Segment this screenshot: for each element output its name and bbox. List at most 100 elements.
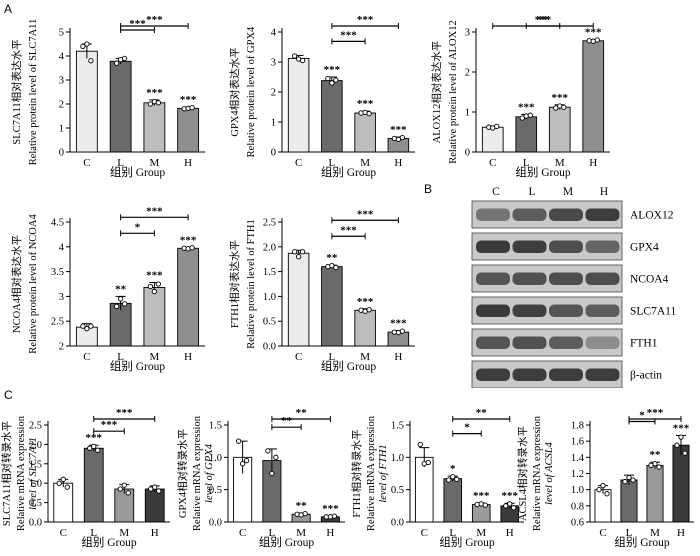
blot-band (512, 208, 547, 221)
data-point (299, 57, 306, 64)
bar-C (287, 57, 310, 153)
x-tick-label: M (149, 351, 159, 363)
significance-label: *** (552, 92, 569, 104)
data-point (391, 329, 398, 335)
significance-label: *** (146, 270, 163, 282)
significance-label: *** (146, 87, 163, 99)
bracket-label: *** (146, 14, 163, 26)
y-tick-label: 4.5 (51, 218, 64, 229)
data-point (185, 105, 191, 111)
significance-label: *** (390, 124, 407, 136)
data-point (295, 56, 302, 62)
bar-H (320, 516, 340, 523)
blot-band (476, 368, 510, 381)
blot-row-4: FTH1 (471, 328, 658, 357)
data-point (91, 443, 97, 449)
y-tick-label: 1 (465, 108, 470, 119)
y-tick-label: 3 (271, 58, 276, 69)
data-point (474, 501, 480, 508)
blot-band (549, 208, 583, 221)
x-tick-label: C (83, 351, 90, 363)
x-tick-label: M (360, 351, 370, 363)
data-point (596, 487, 602, 493)
x-tick-label: L (329, 351, 336, 363)
bar-H (177, 107, 200, 153)
data-point (594, 37, 600, 43)
y-tick-label: 0.0 (209, 518, 222, 529)
data-point (630, 477, 636, 483)
y-tick-label: 0.0 (391, 518, 404, 529)
x-axis-label: 组别 Group (259, 535, 315, 549)
data-point (189, 245, 195, 251)
data-point (329, 80, 335, 86)
data-point (325, 263, 331, 270)
x-axis-label: 组别 Group (614, 535, 670, 549)
significance-label: *** (86, 432, 103, 444)
bracket-label: ** (476, 407, 488, 419)
data-point (113, 303, 120, 309)
x-tick-label: C (295, 157, 302, 169)
significance-label: *** (673, 423, 690, 435)
y-axis-label-cn: NCOA4相对表达水平 (10, 235, 23, 333)
data-point (302, 510, 308, 517)
blot-row-2: NCOA4 (471, 264, 669, 293)
y-tick-label: 3.5 (51, 267, 64, 278)
data-point (454, 476, 460, 482)
data-point (503, 503, 509, 509)
blot-band (585, 272, 620, 285)
bracket-label: *** (101, 419, 118, 431)
y-axis-label-cn: ACSL4相对转录水平 (516, 426, 529, 521)
blot-svg: C L M H ALOX12 GPX4 NCOA4 SLC7A11 FTH1 β-actin (471, 186, 676, 389)
x-tick-label: L (117, 351, 124, 363)
data-point (600, 482, 606, 489)
y-axis-label-cn: SLC7A11相对表达水平 (10, 39, 23, 144)
y-tick-label: 4 (271, 28, 277, 39)
y-axis-label-en: Relative protein level of FTH1 (246, 219, 257, 348)
x-tick-label: H (506, 527, 514, 539)
data-point (88, 323, 94, 329)
data-point (323, 514, 330, 520)
blot-band (476, 208, 510, 221)
x-tick-label: L (90, 527, 97, 539)
bar-H (500, 505, 520, 523)
x-axis-label: 组别 Group (110, 165, 166, 179)
panel-label-a: A (4, 2, 13, 16)
x-tick-label: H (184, 351, 192, 363)
x-tick-label: L (449, 527, 456, 539)
bar-L (262, 460, 282, 523)
data-point (399, 328, 406, 334)
significance-label: *** (322, 503, 339, 515)
data-point (561, 104, 567, 110)
y-tick-label: 1.0 (571, 485, 584, 496)
significance-label: *** (180, 94, 197, 106)
bar-H (387, 331, 410, 347)
y-tick-label: 0.8 (571, 501, 584, 512)
y-tick-label: 3 (465, 28, 470, 39)
blot-band (512, 304, 547, 317)
y-tick-label: 1.5 (29, 459, 42, 470)
data-point (113, 60, 120, 66)
significance-label: *** (390, 318, 407, 330)
data-point (181, 106, 187, 112)
bar-M (291, 513, 311, 523)
bracket-label: * (639, 410, 645, 422)
significance-label: *** (357, 296, 374, 308)
bar-C (414, 456, 434, 523)
x-tick-label: H (326, 527, 334, 539)
data-point (87, 445, 93, 451)
bar-C (481, 126, 504, 153)
data-point (84, 325, 90, 332)
blot-band (512, 368, 547, 381)
data-point (553, 105, 559, 111)
data-point (425, 459, 431, 466)
x-tick-label: C (599, 527, 606, 539)
x-axis-label: 组别 Group (321, 359, 377, 373)
bar-L (109, 60, 132, 153)
bar-M (354, 112, 376, 153)
data-point (626, 474, 632, 481)
bar-C (75, 50, 98, 153)
data-point (95, 447, 101, 453)
y-tick-label: 1.5 (263, 267, 276, 278)
y-tick-label: 1.0 (29, 479, 42, 490)
bar-chart-4: 22.533.544.5C**L***M***H****NCOA4相对表达水平 R… (10, 205, 205, 373)
